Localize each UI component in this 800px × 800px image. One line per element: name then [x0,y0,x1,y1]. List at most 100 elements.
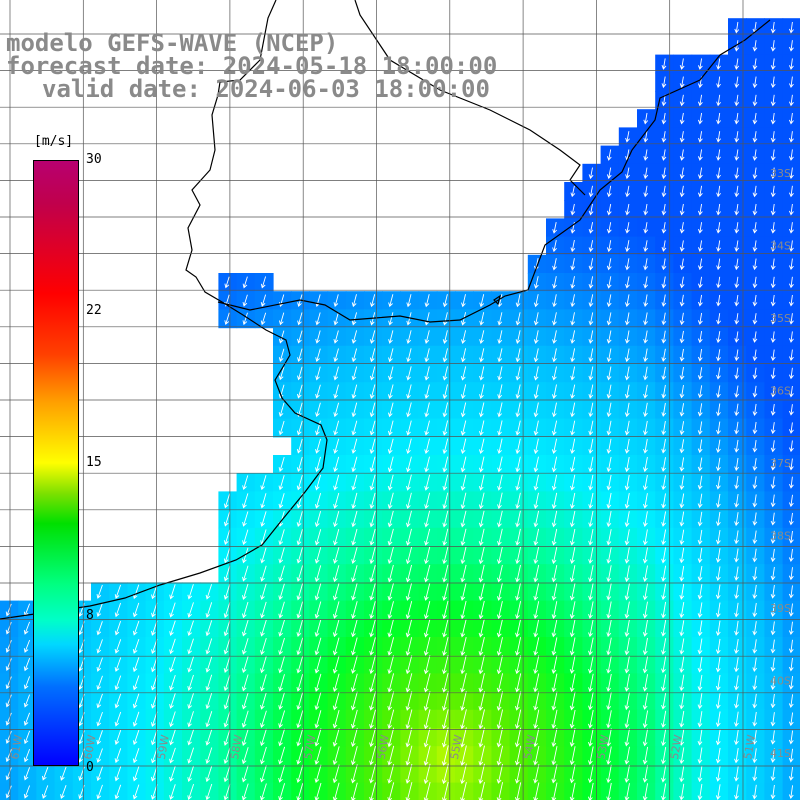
wind-arrow [716,58,721,70]
wind-arrow [551,438,558,454]
wind-arrow [478,709,485,730]
wind-arrow [241,656,249,674]
wind-arrow [515,510,521,528]
wind-arrow [770,385,776,398]
wind-arrow [715,584,721,600]
wind-arrow [697,674,703,691]
longitude-label: 59W [155,734,172,761]
wind-arrow [242,312,248,326]
wind-arrow [223,565,231,582]
wind-arrow [205,711,213,728]
wind-arrow [132,729,140,746]
wind-arrow [569,510,576,528]
wind-arrow [624,456,630,473]
wind-arrow [661,638,667,655]
wind-arrow [734,94,740,107]
wind-arrow [625,222,630,234]
wind-arrow [96,693,103,709]
wind-arrow [479,330,485,344]
wind-arrow [205,584,213,600]
wind-arrow [478,546,485,565]
wind-arrow [515,384,521,399]
wind-arrow [478,510,485,528]
wind-arrow [315,330,321,344]
wind-arrow [679,222,685,234]
wind-arrow [351,492,358,509]
wind-arrow [187,620,194,637]
wind-arrow [788,676,794,690]
wind-arrow [515,366,521,381]
wind-arrow [533,709,540,729]
wind-arrow [770,639,776,654]
wind-arrow [570,366,576,381]
wind-arrow [752,349,758,362]
wind-arrow [624,746,630,765]
wind-arrow [570,185,576,198]
wind-arrow [314,655,322,674]
wind-arrow [697,331,703,344]
wind-arrow [187,747,195,764]
wind-arrow [642,529,648,546]
wind-arrow [478,582,485,601]
wind-arrow [661,366,667,381]
wind-arrow [569,673,576,693]
wind-arrow [679,747,685,765]
wind-arrow [551,619,558,638]
wind-arrow [387,510,394,528]
wind-arrow [497,312,503,326]
wind-arrow [643,203,649,216]
wind-arrow [297,366,303,381]
wind-arrow [424,330,430,344]
wind-arrow [478,564,485,583]
wind-arrow [770,167,776,180]
wind-arrow [770,693,776,709]
wind-arrow [350,746,358,766]
wind-arrow [96,748,103,763]
wind-arrow [752,548,758,563]
wind-arrow [187,693,194,710]
wind-arrow [405,763,413,784]
wind-arrow [679,203,685,216]
wind-arrow [661,619,667,637]
wind-arrow [405,782,413,800]
wind-arrow [752,602,758,618]
wind-arrow [260,710,267,728]
wind-arrow [151,602,158,618]
wind-arrow [624,330,630,344]
wind-arrow [788,112,794,125]
longitude-label: 57W [301,734,318,761]
wind-arrow [588,655,594,674]
wind-arrow [423,600,431,620]
wind-arrow [715,656,721,673]
wind-arrow [423,781,431,800]
wind-arrow [478,745,485,766]
wind-arrow [588,294,594,308]
wind-arrow [716,149,721,161]
wind-arrow [679,765,685,783]
wind-arrow [169,729,176,746]
wind-arrow [351,384,358,399]
wind-arrow [369,348,376,363]
wind-arrow [624,529,630,546]
wind-arrow [716,331,721,344]
wind-arrow [278,746,286,765]
wind-arrow [406,402,412,418]
wind-arrow [388,330,394,344]
wind-arrow [679,58,685,70]
wind-arrow [442,294,448,308]
wind-arrow [606,492,612,509]
wind-arrow [788,40,794,52]
wind-arrow [241,638,249,655]
wind-arrow [588,583,594,601]
latitude-label: 33S [770,167,791,180]
wind-arrow [442,330,448,344]
wind-arrow [533,474,539,491]
wind-arrow [333,547,340,564]
wind-arrow [278,475,285,491]
wind-arrow [424,348,430,363]
wind-arrow [697,566,703,582]
wind-arrow [169,784,176,800]
wind-arrow [661,439,667,454]
longitude-label: 56W [375,734,392,761]
wind-arrow [552,294,557,308]
